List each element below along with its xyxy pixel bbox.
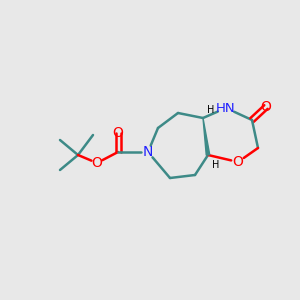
Text: N: N [143, 145, 153, 159]
Text: O: O [261, 100, 272, 114]
Polygon shape [203, 118, 210, 155]
Text: O: O [112, 126, 123, 140]
Text: HN: HN [216, 101, 236, 115]
Text: H: H [207, 105, 215, 115]
Text: H: H [212, 160, 220, 170]
Text: O: O [232, 155, 243, 169]
Text: O: O [92, 156, 102, 170]
